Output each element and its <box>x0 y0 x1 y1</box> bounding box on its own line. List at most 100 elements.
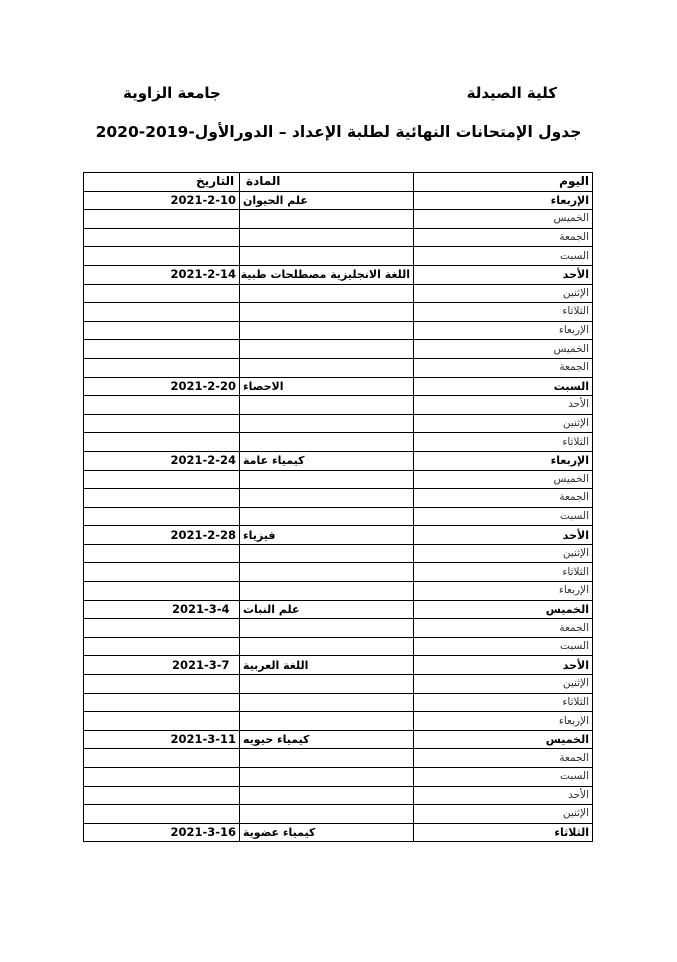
subject-cell <box>239 562 414 583</box>
date-cell <box>83 357 240 378</box>
table-row: الأحد <box>83 785 593 806</box>
date-cell <box>83 320 240 341</box>
table-row: الإثنين <box>83 674 593 694</box>
date-cell <box>83 506 240 527</box>
day-cell: الإثنين <box>413 283 593 304</box>
day-cell: الثلاثاء <box>413 822 593 843</box>
subject-cell <box>239 748 414 768</box>
faculty-name: كلية الصيدلة <box>466 84 557 102</box>
subject-cell <box>239 302 414 322</box>
table-row: الإربعاء <box>83 711 593 731</box>
table-row: الجمعة <box>83 748 593 768</box>
date-cell: 2021-3-11 <box>83 729 240 750</box>
table-row: الثلاثاء <box>83 692 593 713</box>
subject-cell: علم النبات <box>239 599 414 620</box>
day-cell: الخميس <box>413 339 593 359</box>
subject-cell <box>239 711 414 731</box>
table-row: الأحد فيزياء 2021-2-28 <box>83 525 593 545</box>
table-row: الجمعة <box>83 488 593 508</box>
date-cell <box>83 581 240 601</box>
date-cell <box>83 562 240 583</box>
date-cell <box>83 785 240 806</box>
subject-cell <box>239 618 414 638</box>
subject-cell <box>239 785 414 806</box>
subject-cell <box>239 227 414 248</box>
table-row: الجمعة <box>83 357 593 378</box>
table-header-row: اليوم المادة التاريخ <box>83 172 593 192</box>
subject-cell: الاحصاء <box>239 376 414 397</box>
day-cell: الجمعة <box>413 227 593 248</box>
date-cell <box>83 395 240 415</box>
table-row: الإربعاء <box>83 320 593 341</box>
table-row: الخميس <box>83 209 593 229</box>
date-cell <box>83 748 240 768</box>
column-header-date: التاريخ <box>83 172 240 192</box>
date-cell <box>83 469 240 490</box>
day-cell: الإثنين <box>413 413 593 434</box>
date-cell <box>83 209 240 229</box>
date-cell: 2021-2-24 <box>83 450 240 471</box>
date-cell <box>83 302 240 322</box>
table-row: السبت الاحصاء 2021-2-20 <box>83 376 593 397</box>
subject-cell <box>239 283 414 304</box>
table-row: السبت <box>83 506 593 527</box>
day-cell: الجمعة <box>413 488 593 508</box>
subject-cell: كيمياء عامة <box>239 450 414 471</box>
table-row: الخميس كيمياء حيويه 2021-3-11 <box>83 729 593 750</box>
day-cell: الإربعاء <box>413 320 593 341</box>
date-cell: 2021-3-16 <box>83 822 240 843</box>
day-cell: السبت <box>413 506 593 527</box>
subject-cell: علم الحيوان <box>239 190 414 211</box>
date-cell <box>83 413 240 434</box>
subject-cell <box>239 636 414 657</box>
table-row: الأحد اللغة العربية 2021-3-7 <box>83 655 593 676</box>
university-name: جامعة الزاوية <box>123 84 221 102</box>
date-cell <box>83 283 240 304</box>
table-row: الإثنين <box>83 413 593 434</box>
table-row: الثلاثاء <box>83 562 593 583</box>
date-cell <box>83 636 240 657</box>
subject-cell <box>239 209 414 229</box>
table-row: الخميس علم النبات 2021-3-4 <box>83 599 593 620</box>
date-cell <box>83 692 240 713</box>
column-header-day: اليوم <box>413 172 593 192</box>
day-cell: السبت <box>413 376 593 397</box>
subject-cell <box>239 804 414 824</box>
subject-cell <box>239 543 414 564</box>
date-cell <box>83 339 240 359</box>
table-row: الخميس <box>83 469 593 490</box>
table-row: الإثنين <box>83 283 593 304</box>
subject-cell: اللغة الانجليزية مصطلحات طبية <box>239 264 414 285</box>
day-cell: الخميس <box>413 599 593 620</box>
date-cell: 2021-3-4 <box>83 599 240 620</box>
date-cell <box>83 767 240 787</box>
day-cell: الثلاثاء <box>413 692 593 713</box>
table-row: الثلاثاء <box>83 302 593 322</box>
table-row: الإثنين <box>83 543 593 564</box>
table-row: الثلاثاء <box>83 432 593 452</box>
subject-cell <box>239 674 414 694</box>
day-cell: الخميس <box>413 729 593 750</box>
day-cell: الإثنين <box>413 543 593 564</box>
day-cell: السبت <box>413 246 593 266</box>
table-row: الإربعاء كيمياء عامة 2021-2-24 <box>83 450 593 471</box>
date-cell: 2021-2-28 <box>83 525 240 545</box>
day-cell: الجمعة <box>413 748 593 768</box>
subject-cell <box>239 395 414 415</box>
date-cell: 2021-2-14 <box>83 264 240 285</box>
column-header-subject: المادة <box>239 172 414 192</box>
day-cell: الإثنين <box>413 804 593 824</box>
subject-cell: كيمياء عضوية <box>239 822 414 843</box>
day-cell: الخميس <box>413 469 593 490</box>
table-row: الأحد <box>83 395 593 415</box>
day-cell: الإربعاء <box>413 711 593 731</box>
date-cell <box>83 432 240 452</box>
date-cell: 2021-3-7 <box>83 655 240 676</box>
day-cell: الجمعة <box>413 618 593 638</box>
table-row: الخميس <box>83 339 593 359</box>
date-cell <box>83 711 240 731</box>
date-cell: 2021-2-20 <box>83 376 240 397</box>
table-row: الثلاثاء كيمياء عضوية 2021-3-16 <box>83 822 593 843</box>
day-cell: الإربعاء <box>413 581 593 601</box>
table-row: الإثنين <box>83 804 593 824</box>
